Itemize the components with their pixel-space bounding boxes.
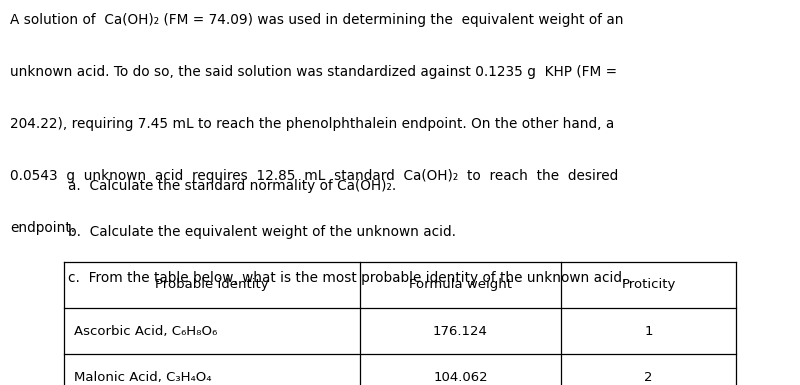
Text: 2: 2 [644, 371, 653, 384]
Text: Proticity: Proticity [622, 278, 676, 291]
Text: Malonic Acid, C₃H₄O₄: Malonic Acid, C₃H₄O₄ [74, 371, 211, 384]
Text: Ascorbic Acid, C₆H₈O₆: Ascorbic Acid, C₆H₈O₆ [74, 325, 217, 338]
Text: A solution of  Ca(OH)₂ (FM = 74.09) was used in determining the  equivalent weig: A solution of Ca(OH)₂ (FM = 74.09) was u… [10, 13, 624, 27]
Text: 104.062: 104.062 [433, 371, 488, 384]
Text: c.  From the table below, what is the most probable identity of the unknown acid: c. From the table below, what is the mos… [68, 271, 626, 285]
Text: Formula weight: Formula weight [409, 278, 512, 291]
Text: 0.0543  g  unknown  acid  requires  12.85  mL  standard  Ca(OH)₂  to  reach  the: 0.0543 g unknown acid requires 12.85 mL … [10, 169, 618, 183]
Text: unknown acid. To do so, the said solution was standardized against 0.1235 g  KHP: unknown acid. To do so, the said solutio… [10, 65, 618, 79]
Text: 1: 1 [644, 325, 653, 338]
Text: 204.22), requiring 7.45 mL to reach the phenolphthalein endpoint. On the other h: 204.22), requiring 7.45 mL to reach the … [10, 117, 614, 131]
Text: b.  Calculate the equivalent weight of the unknown acid.: b. Calculate the equivalent weight of th… [68, 225, 456, 239]
Text: Probable identity: Probable identity [155, 278, 269, 291]
Text: endpoint.: endpoint. [10, 221, 75, 235]
Text: 176.124: 176.124 [433, 325, 488, 338]
Text: a.  Calculate the standard normality of Ca(OH)₂.: a. Calculate the standard normality of C… [68, 179, 396, 193]
